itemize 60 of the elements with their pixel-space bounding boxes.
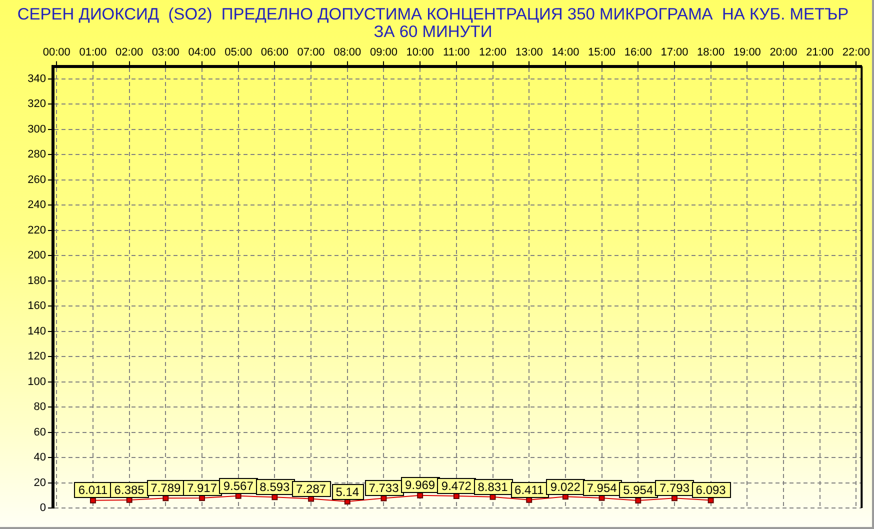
y-tick-label: 0	[40, 502, 46, 514]
y-tick-label: 160	[28, 300, 46, 312]
y-tick-label: 240	[28, 199, 46, 212]
y-tick-label: 120	[28, 350, 46, 363]
y-tick-label: 20	[34, 476, 46, 489]
data-label: 7.793	[659, 480, 690, 495]
x-tick-label: 08:00	[334, 46, 362, 59]
data-label: 9.567	[223, 478, 254, 493]
y-tick-label: 60	[34, 426, 46, 438]
x-tick-label: 07:00	[297, 46, 325, 59]
data-label: 9.472	[441, 478, 472, 493]
y-tick-label: 340	[28, 72, 46, 85]
data-label: 7.917	[186, 480, 218, 495]
data-label: 8.593	[260, 480, 290, 494]
x-tick-label: 22:00	[842, 46, 870, 59]
data-label: 6.411	[514, 482, 544, 497]
x-tick-label: 09:00	[370, 46, 398, 59]
x-tick-label: 12:00	[478, 46, 507, 59]
data-label: 6.011	[78, 482, 108, 497]
data-label: 6.385	[114, 482, 145, 497]
y-tick-label: 300	[28, 123, 46, 136]
y-tick-label: 200	[28, 250, 46, 262]
y-tick-label: 100	[28, 376, 46, 388]
data-label: 5.954	[623, 482, 654, 497]
data-label: 7.789	[150, 480, 182, 495]
data-label: 8.831	[478, 480, 508, 494]
y-tick-label: 260	[28, 174, 46, 186]
x-tick-label: 00:00	[42, 46, 70, 59]
x-tick-label: 15:00	[588, 46, 616, 59]
y-tick-label: 180	[28, 274, 46, 287]
x-tick-label: 06:00	[260, 46, 288, 59]
data-label: 5.14	[336, 484, 360, 499]
data-label: 9.022	[550, 480, 581, 494]
x-tick-label: 17:00	[660, 46, 688, 59]
x-tick-label: 01:00	[79, 46, 107, 59]
x-tick-label: 19:00	[733, 46, 761, 59]
x-tick-label: 13:00	[515, 46, 543, 59]
chart-title: СЕРЕН ДИОКСИД (SO2) ПРЕДЕЛНО ДОПУСТИМА КОНЦЕНТРАЦИЯ 350 МИКРОГРАМА НА КУБ. МЕТЪР ЗА 60 МИНУТИ	[17, 5, 849, 42]
x-tick-label: 14:00	[552, 46, 580, 59]
y-tick-label: 320	[28, 98, 46, 110]
data-label: 7.733	[368, 480, 400, 495]
x-tick-label: 21:00	[806, 46, 834, 59]
x-tick-label: 05:00	[224, 46, 252, 59]
y-tick-label: 140	[28, 325, 46, 338]
y-tick-label: 40	[34, 452, 46, 464]
x-tick-label: 04:00	[188, 46, 216, 59]
x-tick-label: 02:00	[116, 46, 144, 59]
x-tick-label: 18:00	[697, 46, 725, 59]
x-tick-label: 16:00	[624, 46, 652, 59]
x-tick-label: 11:00	[443, 46, 470, 59]
data-label: 7.954	[586, 480, 618, 495]
data-label: 7.287	[296, 482, 326, 496]
x-tick-label: 20:00	[770, 46, 798, 59]
y-tick-label: 220	[28, 224, 46, 236]
data-label: 9.969	[405, 478, 436, 492]
x-tick-label: 10:00	[406, 46, 434, 59]
y-tick-label: 280	[28, 148, 46, 161]
y-tick-label: 80	[34, 401, 46, 414]
data-label: 6.093	[696, 482, 726, 497]
x-tick-label: 03:00	[152, 46, 180, 59]
